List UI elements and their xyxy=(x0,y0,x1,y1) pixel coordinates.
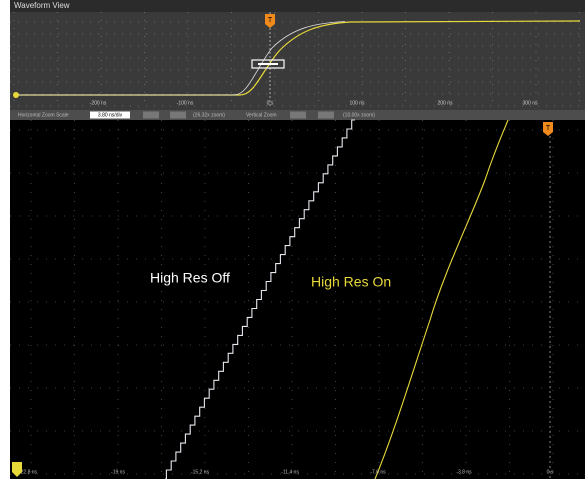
h-zoom-label: Horizontal Zoom Scale xyxy=(18,112,69,118)
window-title: Waveform View xyxy=(14,1,70,10)
h-zoom-plus[interactable] xyxy=(143,111,159,119)
main-x-label: -7.6 ns xyxy=(370,469,386,475)
h-zoom-field[interactable] xyxy=(90,111,130,119)
overview-x-label: -200 ns xyxy=(90,100,107,106)
main-x-label: -11.4 ns xyxy=(281,469,299,475)
title-bar xyxy=(10,0,585,12)
overview-trigger-marker xyxy=(265,14,275,28)
overview-x-label: 200 ns xyxy=(437,100,453,106)
main-channel-marker xyxy=(12,462,22,477)
overview-panel xyxy=(10,12,585,110)
overview-x-label: 100 ns xyxy=(349,100,365,106)
zoom-box[interactable] xyxy=(251,59,285,69)
zoom-box-fill xyxy=(258,63,278,65)
main-trigger-marker xyxy=(543,122,553,136)
main-x-label: -3.8 ns xyxy=(456,469,472,475)
label-high-res-off: High Res Off xyxy=(150,270,230,286)
main-x-label: -19 ns xyxy=(111,469,125,475)
trace-high-res-on xyxy=(374,119,509,479)
overview-yellow xyxy=(15,20,581,96)
channel-marker xyxy=(13,92,19,98)
overview-x-label: 300 ns xyxy=(522,100,538,106)
label-high-res-on: High Res On xyxy=(311,274,391,290)
v-zoom-label: Vertical Zoom xyxy=(246,112,277,118)
v-zoom-factor: (10.00x zoom) xyxy=(343,112,375,118)
overview-x-label: -100 ns xyxy=(177,100,194,106)
v-zoom-minus[interactable] xyxy=(318,111,334,119)
overview-white xyxy=(15,21,346,96)
overview-trigger-text: T xyxy=(268,17,273,24)
main-trigger-text: T xyxy=(546,125,551,132)
main-x-label: -15.2 ns xyxy=(191,469,210,475)
h-zoom-factor: (26.32x zoom) xyxy=(193,112,225,118)
main-x-label: -22.8 ns xyxy=(19,469,38,475)
trace-high-res-off xyxy=(165,119,355,479)
h-zoom-value[interactable]: 3.80 ns/div xyxy=(98,112,123,118)
overview-x-label: 0 s xyxy=(267,100,274,106)
main-panel xyxy=(10,120,585,479)
main-x-label: 0 s xyxy=(547,469,554,475)
h-zoom-minus[interactable] xyxy=(170,111,186,119)
v-zoom-plus[interactable] xyxy=(290,111,306,119)
